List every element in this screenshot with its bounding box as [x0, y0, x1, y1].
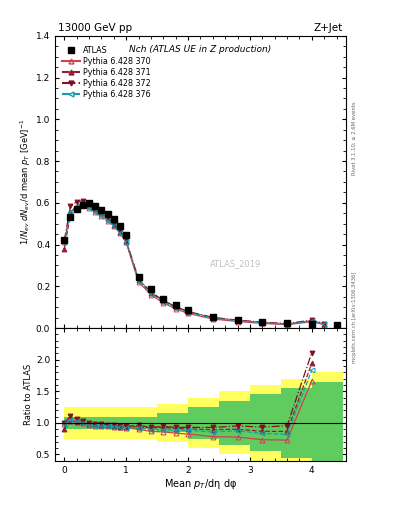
Legend: ATLAS, Pythia 6.428 370, Pythia 6.428 371, Pythia 6.428 372, Pythia 6.428 376: ATLAS, Pythia 6.428 370, Pythia 6.428 37… [62, 46, 151, 99]
Y-axis label: $1/N_{ev}$ $dN_{ev}$/d mean $p_T$ [GeV]$^{-1}$: $1/N_{ev}$ $dN_{ev}$/d mean $p_T$ [GeV]$… [18, 119, 33, 245]
Text: Nch (ATLAS UE in Z production): Nch (ATLAS UE in Z production) [129, 45, 272, 54]
X-axis label: Mean $p_T$/dη dφ: Mean $p_T$/dη dφ [164, 477, 237, 492]
Text: ATLAS_2019: ATLAS_2019 [210, 259, 261, 268]
Text: Z+Jet: Z+Jet [314, 23, 343, 33]
Text: Rivet 3.1.10; ≥ 2.6M events: Rivet 3.1.10; ≥ 2.6M events [352, 101, 357, 175]
Y-axis label: Ratio to ATLAS: Ratio to ATLAS [24, 364, 33, 425]
Text: mcplots.cern.ch [arXiv:1306.3436]: mcplots.cern.ch [arXiv:1306.3436] [352, 272, 357, 363]
Text: 13000 GeV pp: 13000 GeV pp [58, 23, 132, 33]
